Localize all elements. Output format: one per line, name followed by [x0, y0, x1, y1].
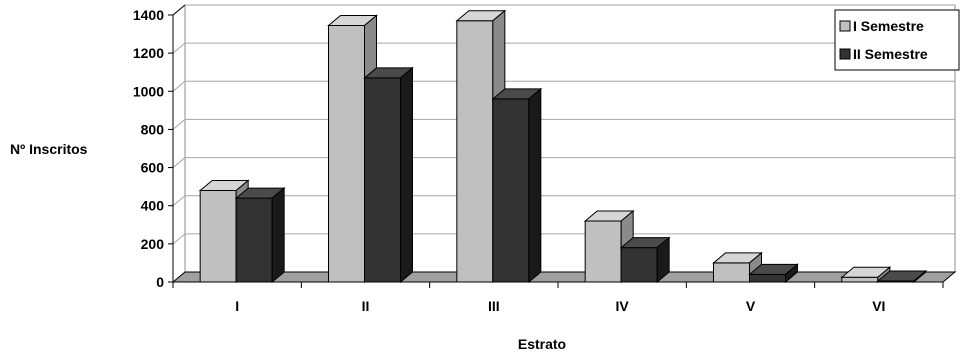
bar-ii-semestre-iv	[619, 236, 671, 284]
bar-side	[656, 236, 670, 284]
bar-ii-semestre-v	[748, 263, 799, 284]
bar-side	[400, 66, 413, 284]
x-tick-label: VI	[872, 298, 885, 314]
bar-front	[328, 24, 365, 283]
bar-front	[841, 276, 879, 283]
x-axis-label: Estrato	[518, 336, 566, 352]
x-tick-label: III	[488, 298, 500, 314]
y-tick-label: 600	[141, 160, 165, 176]
y-axis-label: Nº Inscritos	[10, 141, 88, 157]
bar-ii-semestre-i	[234, 187, 286, 284]
y-tick-label: 0	[156, 274, 164, 290]
bar-side	[785, 263, 798, 284]
legend-label-ii-semestre: II Semestre	[853, 46, 928, 62]
gridline-side	[172, 233, 186, 245]
legend-box	[834, 9, 960, 71]
gridline-side	[172, 119, 186, 130]
x-tick-label: IV	[616, 298, 630, 314]
bar-side	[271, 187, 285, 284]
bar-front	[235, 197, 273, 283]
x-tick-label: V	[746, 298, 756, 314]
y-tick-label: 1200	[133, 45, 164, 61]
gridline-side	[172, 195, 186, 207]
gridline-side	[172, 157, 186, 168]
legend-swatch-ii-semestre	[839, 48, 851, 60]
gridline-side	[172, 80, 186, 92]
grid-layer	[172, 4, 956, 272]
bar-front	[492, 98, 530, 283]
floor-layer	[171, 271, 957, 283]
legend-label-i-semestre: I Semestre	[853, 18, 924, 34]
bar-ii-semestre-iii	[491, 87, 543, 284]
legend: I Semestre II Semestre	[834, 9, 960, 71]
bar-ii-semestre-ii	[363, 66, 414, 284]
y-tick-label: 400	[141, 198, 165, 214]
y-tick-label: 800	[141, 121, 165, 137]
y-tick-label: 200	[141, 236, 165, 252]
bars-layer	[198, 9, 928, 284]
legend-swatch-i-semestre	[839, 20, 851, 32]
bar-front	[749, 273, 786, 283]
x-tick-label: I	[235, 298, 239, 314]
y-axis-top	[172, 4, 186, 16]
bar-front	[584, 220, 622, 283]
bar-front	[620, 247, 658, 283]
chart-floor	[171, 271, 957, 283]
y-tick-label: 1400	[133, 7, 164, 23]
y-tick-label: 1000	[133, 83, 164, 99]
bar-side	[528, 87, 542, 284]
gridline-side	[172, 42, 186, 54]
bar-front	[364, 77, 401, 283]
bar-front	[713, 262, 750, 283]
bar-front	[456, 20, 494, 283]
bar-front	[199, 189, 237, 283]
x-tick-label: II	[362, 298, 370, 314]
